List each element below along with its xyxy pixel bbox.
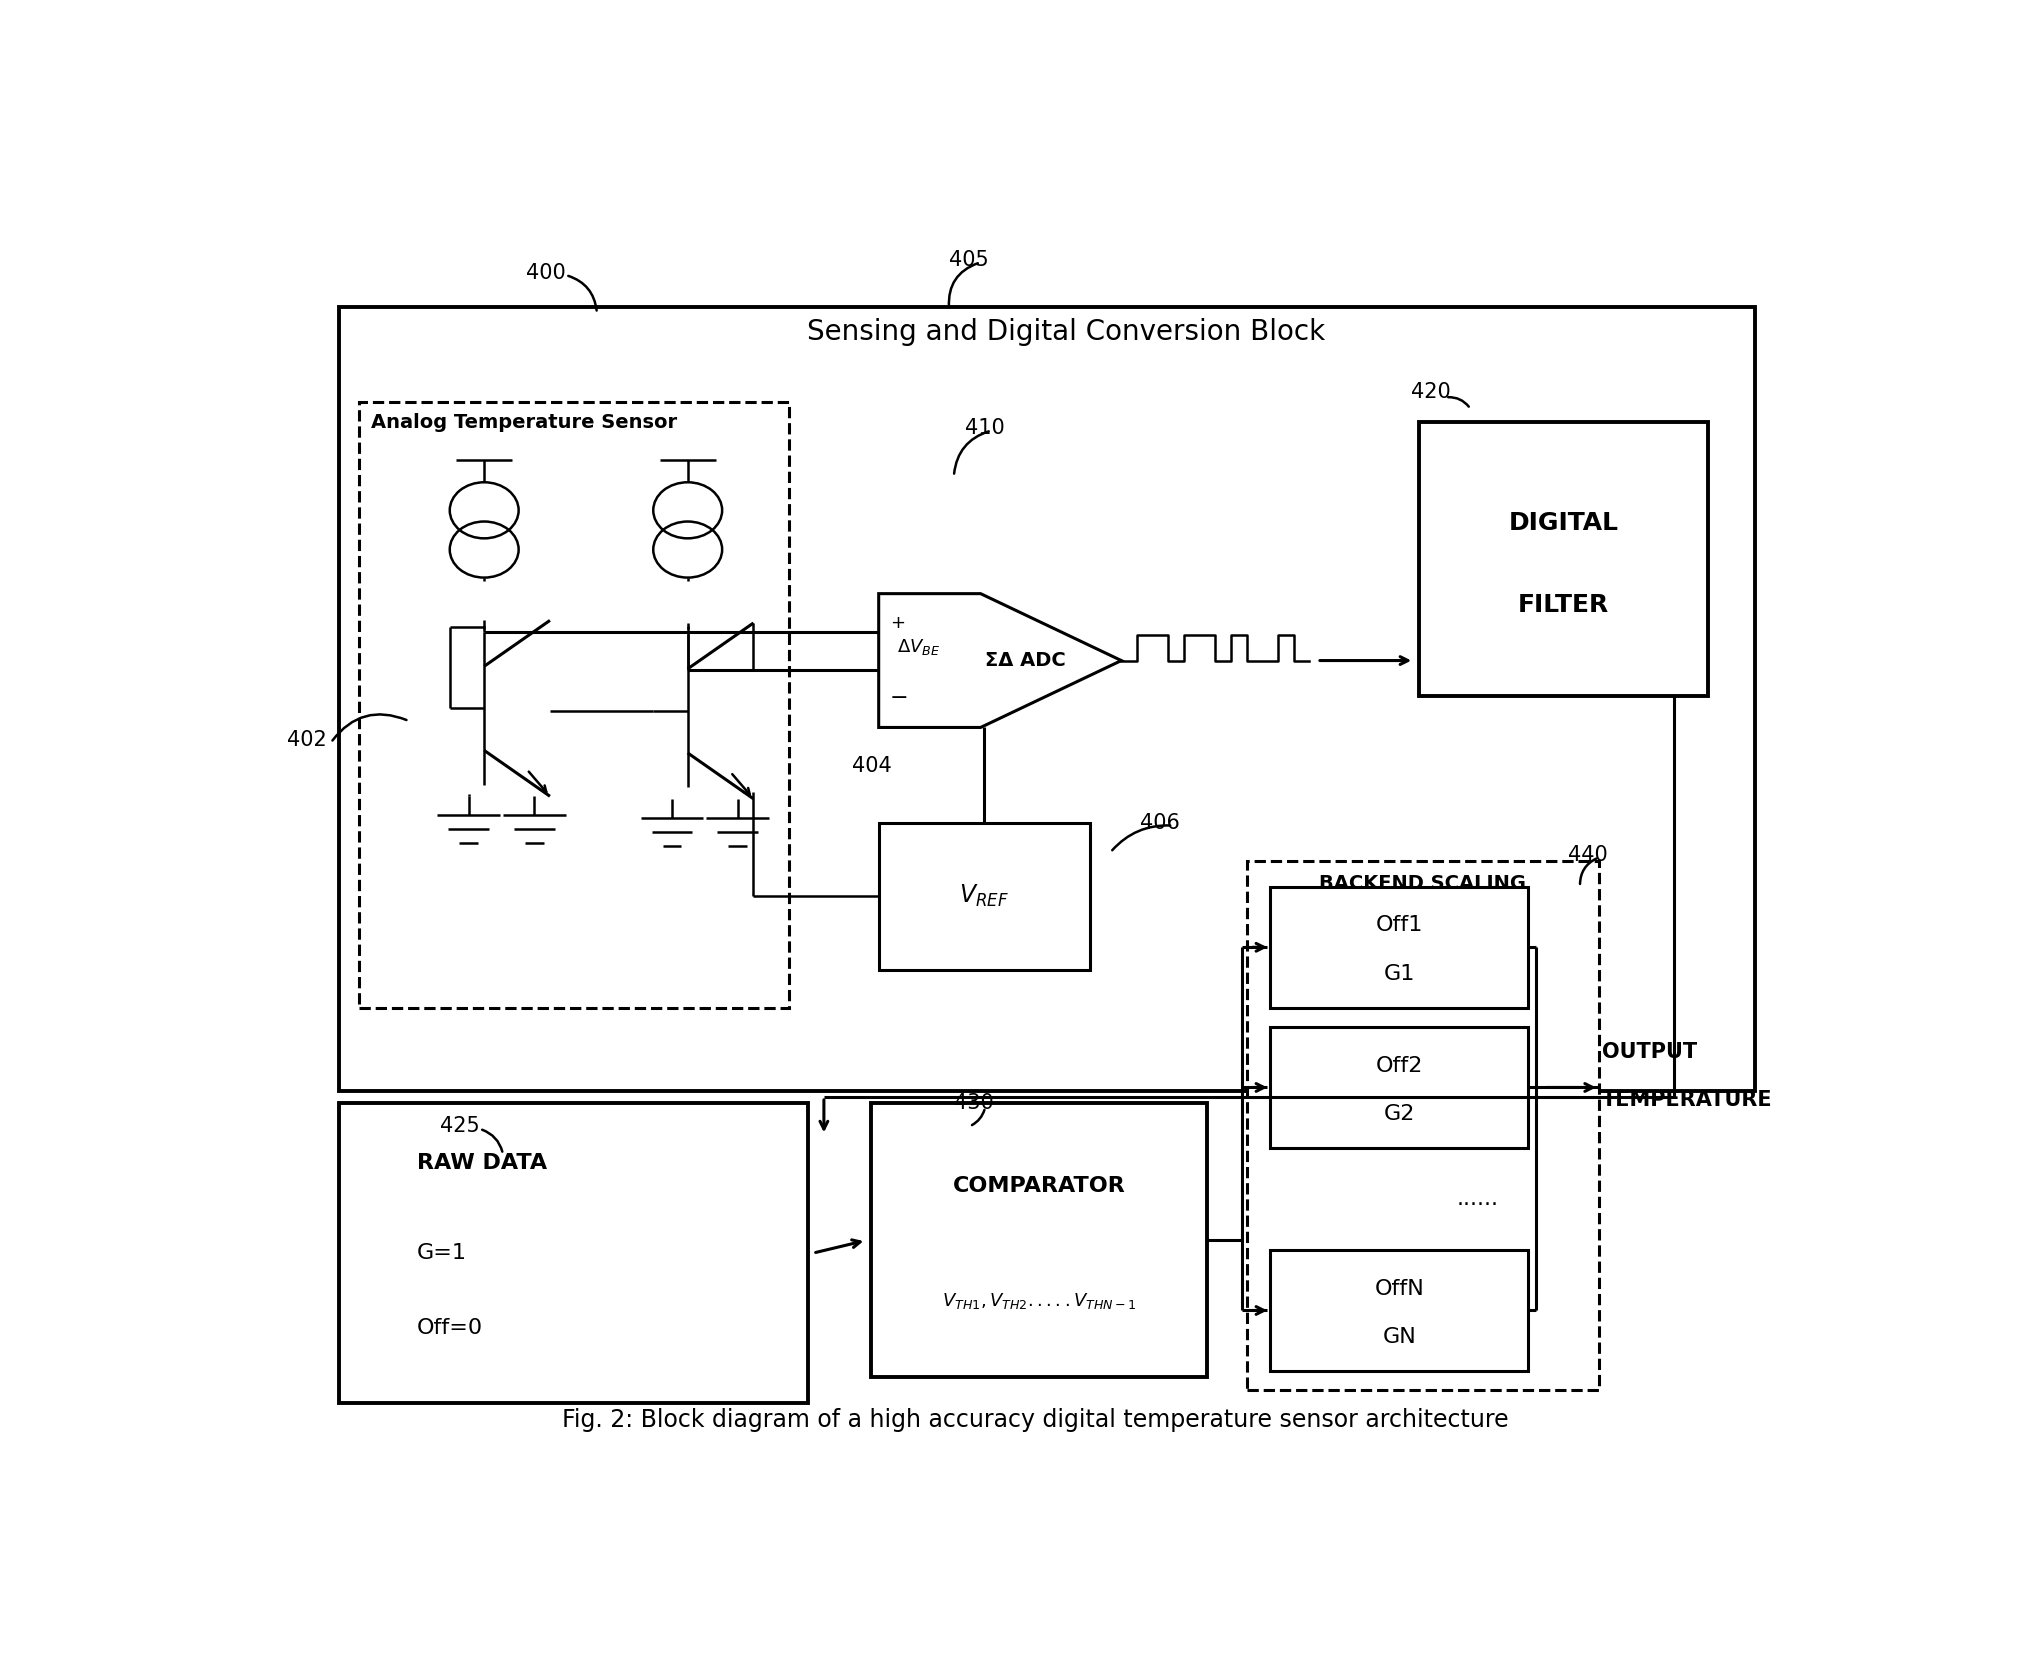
Text: 440: 440 bbox=[1568, 846, 1608, 866]
Text: Analog Temperature Sensor: Analog Temperature Sensor bbox=[372, 412, 677, 432]
Text: 420: 420 bbox=[1410, 382, 1450, 402]
FancyBboxPatch shape bbox=[360, 402, 790, 1008]
Text: 400: 400 bbox=[527, 263, 566, 283]
Text: RAW DATA: RAW DATA bbox=[416, 1154, 547, 1173]
FancyBboxPatch shape bbox=[1418, 422, 1709, 695]
Text: FILTER: FILTER bbox=[1517, 592, 1610, 617]
FancyBboxPatch shape bbox=[1271, 1026, 1529, 1149]
Text: 402: 402 bbox=[287, 730, 327, 750]
FancyBboxPatch shape bbox=[1246, 861, 1600, 1390]
Text: $V_{TH1}, V_{TH2}..... V_{THN-1}$: $V_{TH1}, V_{TH2}..... V_{THN-1}$ bbox=[941, 1291, 1137, 1311]
FancyBboxPatch shape bbox=[1271, 1250, 1529, 1370]
Text: OffN: OffN bbox=[1374, 1279, 1424, 1299]
FancyBboxPatch shape bbox=[339, 306, 1755, 1091]
Text: GN: GN bbox=[1382, 1327, 1416, 1347]
FancyBboxPatch shape bbox=[1271, 887, 1529, 1008]
Text: 425: 425 bbox=[440, 1117, 481, 1137]
Text: Off1: Off1 bbox=[1376, 915, 1422, 935]
Text: Off=0: Off=0 bbox=[416, 1317, 483, 1337]
Text: −: − bbox=[889, 688, 909, 708]
FancyBboxPatch shape bbox=[871, 1104, 1208, 1377]
Text: +: + bbox=[889, 614, 905, 632]
Text: $\Delta V_{BE}$: $\Delta V_{BE}$ bbox=[897, 637, 941, 657]
Text: Fig. 2: Block diagram of a high accuracy digital temperature sensor architecture: Fig. 2: Block diagram of a high accuracy… bbox=[562, 1408, 1509, 1432]
Text: BACKEND SCALING: BACKEND SCALING bbox=[1319, 874, 1527, 894]
Text: $V_{REF}$: $V_{REF}$ bbox=[960, 884, 1010, 909]
Text: 410: 410 bbox=[966, 419, 1004, 439]
Text: COMPARATOR: COMPARATOR bbox=[953, 1175, 1125, 1195]
FancyBboxPatch shape bbox=[879, 823, 1091, 970]
Text: Off2: Off2 bbox=[1376, 1056, 1422, 1076]
Text: TEMPERATURE: TEMPERATURE bbox=[1602, 1091, 1774, 1111]
Text: ΣΔ ADC: ΣΔ ADC bbox=[986, 650, 1067, 670]
FancyBboxPatch shape bbox=[339, 1104, 808, 1403]
Text: 430: 430 bbox=[953, 1094, 994, 1114]
Text: 404: 404 bbox=[852, 756, 893, 776]
Text: G=1: G=1 bbox=[416, 1243, 467, 1263]
Text: Sensing and Digital Conversion Block: Sensing and Digital Conversion Block bbox=[808, 318, 1325, 346]
Text: G2: G2 bbox=[1384, 1104, 1414, 1124]
Text: 405: 405 bbox=[949, 250, 990, 270]
Text: OUTPUT: OUTPUT bbox=[1602, 1041, 1697, 1063]
Text: 406: 406 bbox=[1139, 813, 1180, 832]
Text: ......: ...... bbox=[1456, 1188, 1499, 1208]
Text: DIGITAL: DIGITAL bbox=[1509, 511, 1618, 535]
Polygon shape bbox=[879, 594, 1121, 728]
Text: G1: G1 bbox=[1384, 963, 1414, 985]
